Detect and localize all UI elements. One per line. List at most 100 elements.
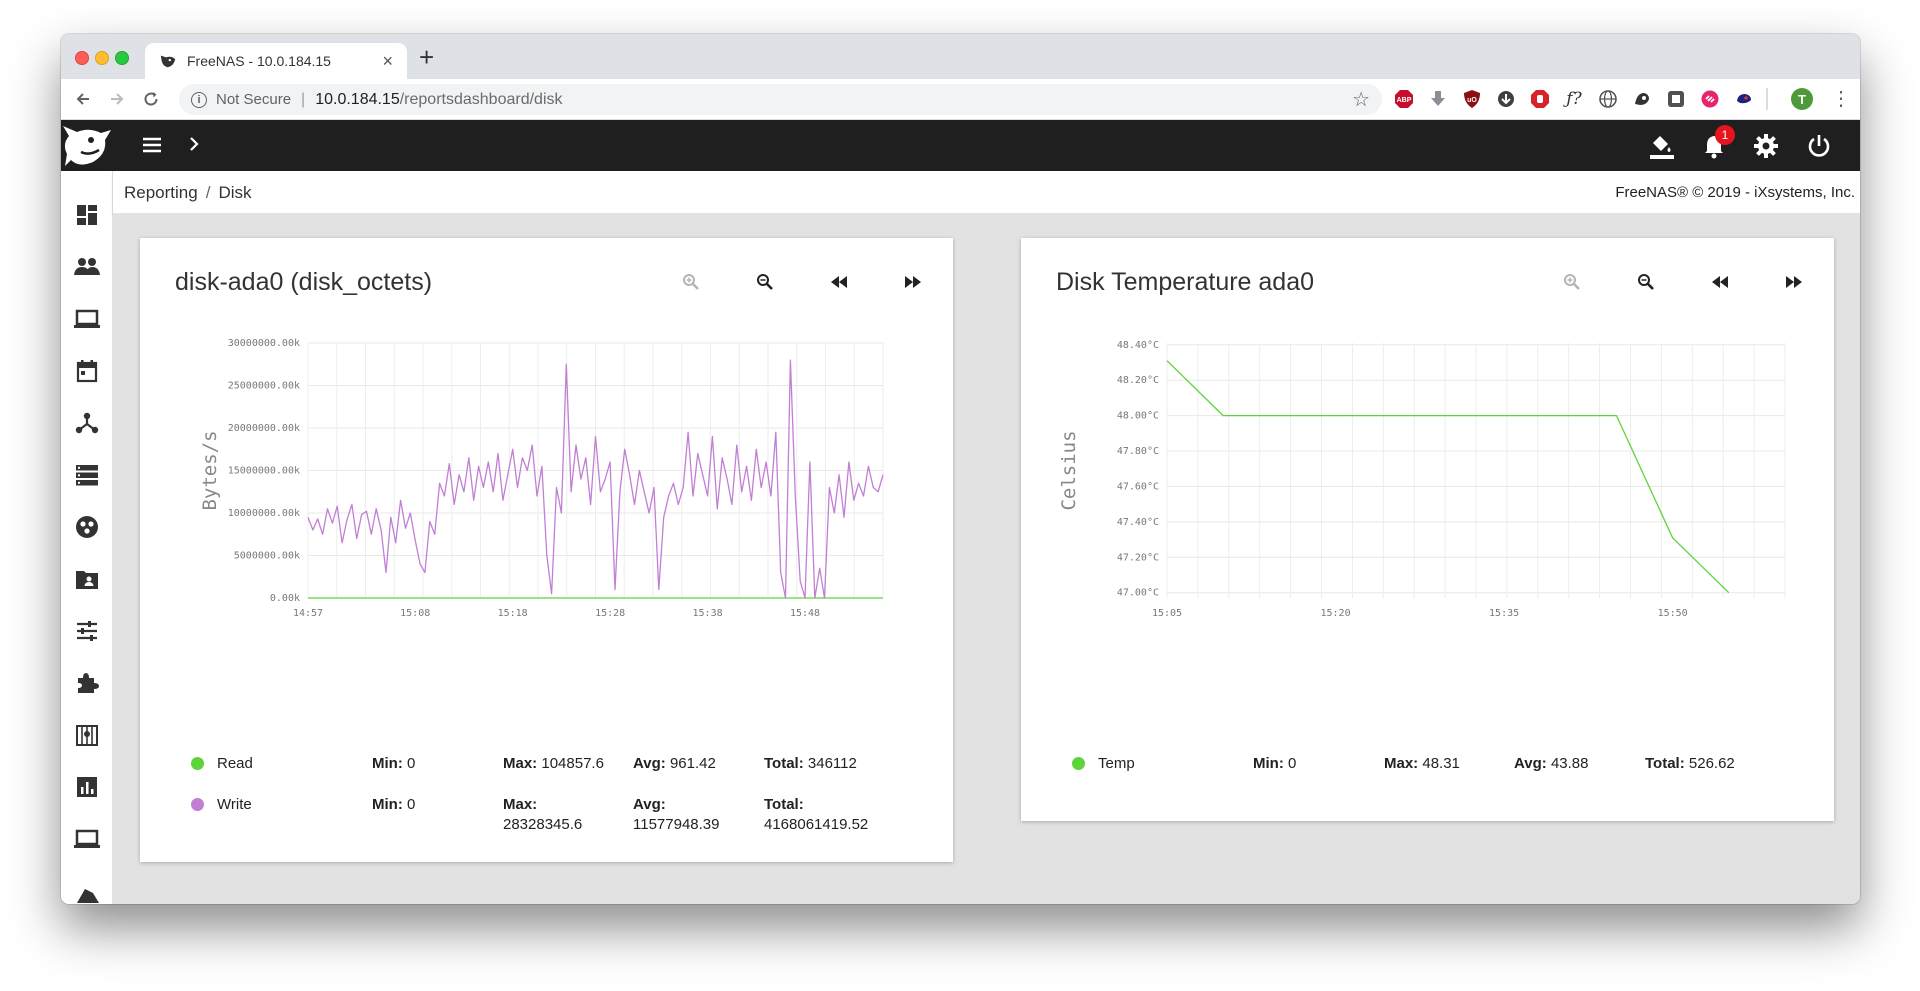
download-icon[interactable] — [1496, 89, 1516, 109]
jail-icon — [76, 725, 98, 746]
ghost-icon[interactable] — [1734, 89, 1754, 109]
zoom-in-icon[interactable] — [680, 271, 702, 293]
abp-icon[interactable]: ABP — [1394, 89, 1414, 109]
app-top-bar: 1 — [61, 120, 1860, 171]
max-label: Max: — [503, 755, 538, 772]
y-tick-label: 30000000.00k — [228, 338, 300, 349]
series-line-temp — [1166, 360, 1730, 594]
window-close-button[interactable] — [75, 51, 89, 65]
fast-forward-icon[interactable] — [1783, 271, 1805, 293]
chevron-right-icon[interactable] — [186, 135, 202, 158]
x-tick-label: 15:35 — [1489, 608, 1519, 619]
calendar-icon — [76, 360, 98, 383]
fast-forward-icon[interactable] — [902, 271, 924, 293]
sidebar-item-services[interactable] — [73, 617, 101, 645]
zoom-out-icon[interactable] — [754, 271, 776, 293]
sidebar-item-sharing[interactable] — [73, 565, 101, 593]
sidebar-item-storage[interactable] — [73, 461, 101, 489]
theme-paint-bucket-icon[interactable] — [1648, 132, 1676, 165]
storage-icon — [76, 465, 98, 486]
hamburger-menu-icon[interactable] — [141, 134, 163, 161]
rewind-icon[interactable] — [828, 271, 850, 293]
sidebar-item-network[interactable] — [73, 409, 101, 437]
y-tick-label: 5000000.00k — [234, 551, 300, 562]
y-tick-label: 20000000.00k — [228, 423, 300, 434]
ublock-icon[interactable]: uO — [1462, 89, 1482, 109]
globe-icon[interactable] — [1598, 89, 1618, 109]
series-line-write — [307, 359, 884, 599]
sidebar-item-accounts[interactable] — [73, 253, 101, 281]
forward-icon[interactable] — [105, 87, 129, 111]
info-icon[interactable]: i — [191, 91, 207, 108]
y-tick-label: 10000000.00k — [228, 508, 300, 519]
power-icon[interactable] — [1806, 133, 1832, 164]
back-icon[interactable] — [71, 87, 95, 111]
total-label: Total: — [764, 796, 804, 813]
avg-value: 43.88 — [1550, 755, 1589, 772]
link-icon[interactable] — [1700, 89, 1720, 109]
legend-write-min: Min: 0 — [372, 795, 415, 815]
bookmark-star-icon[interactable]: ☆ — [1352, 89, 1370, 111]
x-tick-label: 15:28 — [595, 608, 625, 619]
copyright-text: FreeNAS® © 2019 - iXsystems, Inc. — [1615, 184, 1855, 201]
legend-temp-dot — [1072, 757, 1085, 770]
y-tick-label: 15000000.00k — [228, 466, 300, 477]
min-value: 0 — [407, 796, 416, 813]
network-hub-icon — [75, 412, 99, 434]
screenshot-icon[interactable] — [1666, 89, 1686, 109]
zoom-in-icon[interactable] — [1561, 271, 1583, 293]
settings-gear-icon[interactable] — [1753, 133, 1779, 164]
sidebar-item-directory-services[interactable] — [73, 513, 101, 541]
x-tick-label: 15:18 — [498, 608, 528, 619]
avg-label: Avg: — [633, 755, 666, 772]
function-icon[interactable]: ƒ? — [1566, 89, 1582, 109]
x-tick-label: 15:08 — [400, 608, 430, 619]
sliders-icon — [77, 621, 97, 641]
sidebar-item-plugins[interactable] — [73, 669, 101, 697]
legend-temp-min: Min: 0 — [1253, 754, 1296, 774]
tab-close-icon[interactable]: × — [382, 51, 393, 71]
min-label: Min: — [372, 796, 403, 813]
window-maximize-button[interactable] — [115, 51, 129, 65]
browser-menu-icon[interactable]: ⋮ — [1831, 88, 1851, 110]
stop-hand-icon[interactable] — [1530, 89, 1550, 109]
breadcrumb-separator: / — [205, 183, 211, 202]
download-arrow-icon[interactable] — [1428, 89, 1448, 109]
address-bar[interactable]: i Not Secure | 10.0.184.15 /reportsdashb… — [179, 84, 1382, 115]
max-value: 48.31 — [1422, 755, 1460, 772]
legend-read-avg: Avg: 961.42 — [633, 754, 716, 774]
sidebar-item-reporting[interactable] — [73, 773, 101, 801]
privacy-icon[interactable] — [1632, 89, 1652, 109]
sidebar-item-tasks[interactable] — [73, 357, 101, 385]
freenas-favicon-icon — [160, 55, 176, 68]
total-value: 346112 — [807, 755, 857, 772]
disk-octets-chart: 0.00k 5000000.00k 10000000.00k 15000000.00k… — [199, 338, 884, 619]
sidebar-item-display[interactable] — [73, 877, 101, 904]
browser-tab[interactable]: FreeNAS - 10.0.184.15 × — [145, 43, 407, 79]
breadcrumb-reporting-link[interactable]: Reporting — [124, 183, 198, 202]
legend-temp-max: Max: 48.31 — [1384, 754, 1460, 774]
y-tick-label: 48.40°C — [1117, 340, 1159, 351]
legend-temp-avg: Avg: 43.88 — [1514, 754, 1589, 774]
sidebar-item-dashboard[interactable] — [73, 201, 101, 229]
breadcrumb-current: Disk — [218, 183, 252, 202]
avg-value: 961.42 — [669, 755, 716, 772]
sidebar-item-system[interactable] — [73, 305, 101, 333]
reports-content: disk-ada0 (disk_octets) 0.00k 5000000.00k… — [113, 213, 1860, 904]
window-minimize-button[interactable] — [95, 51, 109, 65]
browser-window: FreeNAS - 10.0.184.15 × + i Not Secure |… — [61, 34, 1860, 904]
sidebar-item-virtual-machines[interactable] — [73, 825, 101, 853]
new-tab-button[interactable]: + — [419, 42, 435, 72]
max-value: 104857.6 — [541, 755, 604, 772]
rewind-icon[interactable] — [1709, 271, 1731, 293]
total-value: 4168061419.52 — [764, 816, 869, 833]
profile-avatar[interactable]: T — [1791, 88, 1813, 110]
max-label: Max: — [503, 796, 538, 813]
reload-icon[interactable] — [139, 87, 163, 111]
y-axis-label: Bytes/s — [199, 430, 221, 510]
zoom-out-icon[interactable] — [1635, 271, 1657, 293]
sidebar-item-jails[interactable] — [73, 721, 101, 749]
freenas-logo-icon[interactable] — [61, 122, 115, 170]
shared-folder-icon — [76, 571, 98, 589]
dashboard-icon — [77, 205, 97, 225]
